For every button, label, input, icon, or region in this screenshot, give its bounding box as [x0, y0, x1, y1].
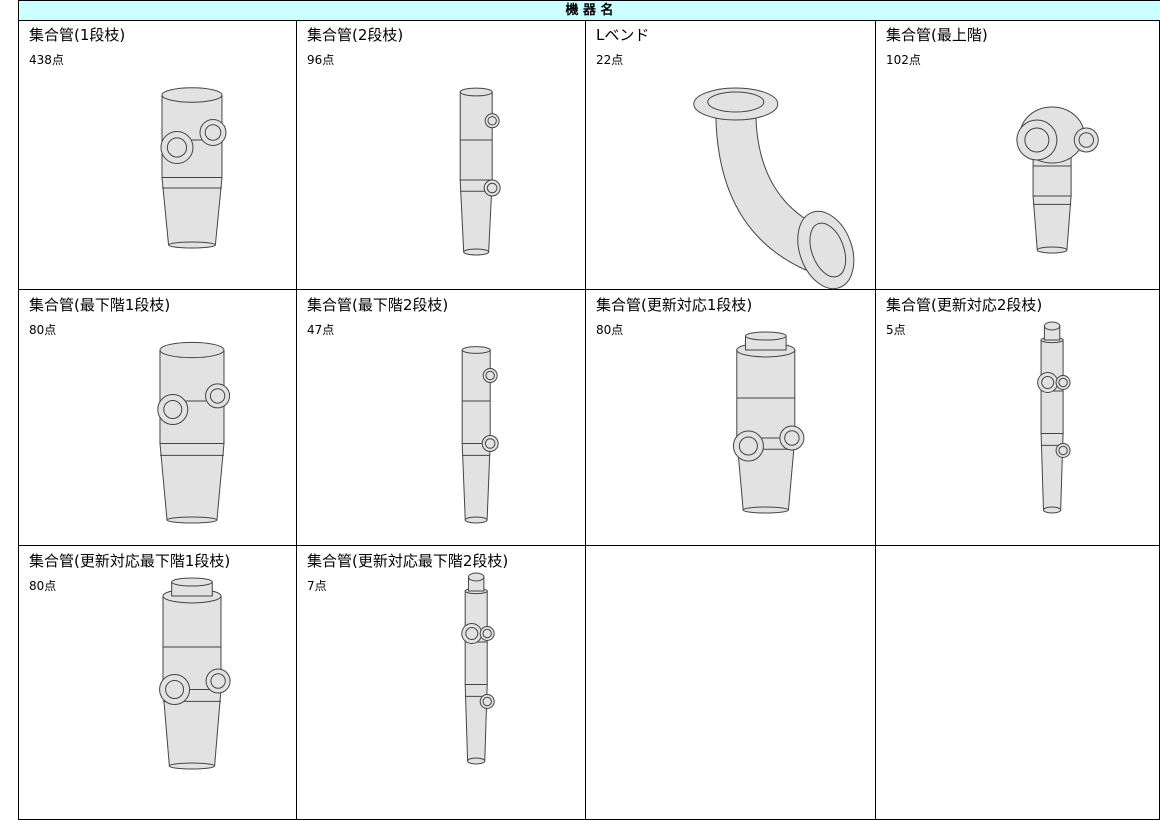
item-cell: 集合管(最下階2段枝) 47点: [297, 290, 586, 546]
item-cell: [586, 546, 876, 820]
item-cell: [876, 546, 1160, 820]
item-cell: 集合管(更新対応最下階2段枝) 7点: [297, 546, 586, 820]
item-illustration: [1016, 106, 1099, 254]
item-cell: 集合管(最下階1段枝) 80点: [18, 290, 297, 546]
equipment-table: 機 器 名 集合管(1段枝) 438点 集合管(2段枝) 96点 Lベンド 22点 集合管(…: [18, 0, 1160, 820]
item-count: 80点: [29, 579, 57, 593]
item-cell: 集合管(1段枝) 438点: [18, 20, 297, 290]
item-name: 集合管(1段枝): [29, 26, 126, 44]
item-name: 集合管(更新対応最下階1段枝): [29, 552, 231, 570]
item-illustration: [461, 572, 495, 765]
item-illustration: [459, 87, 501, 256]
item-count: 438点: [29, 53, 64, 67]
item-count: 80点: [596, 323, 624, 337]
item-illustration: [159, 577, 231, 770]
item-illustration: [157, 341, 231, 524]
item-cell: 集合管(更新対応最下階1段枝) 80点: [18, 546, 297, 820]
item-count: 22点: [596, 53, 624, 67]
item-count: 80点: [29, 323, 57, 337]
item-name: 集合管(更新対応2段枝): [886, 296, 1043, 314]
item-count: 102点: [886, 53, 921, 67]
item-count: 7点: [307, 579, 327, 593]
item-name: 集合管(更新対応1段枝): [596, 296, 753, 314]
item-count: 5点: [886, 323, 906, 337]
item-illustration: [160, 87, 227, 249]
item-cell: 集合管(最上階) 102点: [876, 20, 1160, 290]
item-cell: Lベンド 22点: [586, 20, 876, 290]
item-name: 集合管(最上階): [886, 26, 988, 44]
item-illustration: [1037, 321, 1071, 514]
item-name: Lベンド: [596, 26, 650, 44]
item-cell: 集合管(2段枝) 96点: [297, 20, 586, 290]
item-name: 集合管(2段枝): [307, 26, 404, 44]
item-cell: 集合管(更新対応1段枝) 80点: [586, 290, 876, 546]
item-cell: 集合管(更新対応2段枝) 5点: [876, 290, 1160, 546]
item-name: 集合管(最下階1段枝): [29, 296, 171, 314]
item-illustration: [732, 331, 805, 514]
item-count: 96点: [307, 53, 335, 67]
item-name: 集合管(最下階2段枝): [307, 296, 449, 314]
item-illustration: [461, 346, 499, 524]
item-count: 47点: [307, 323, 335, 337]
item-name: 集合管(更新対応最下階2段枝): [307, 552, 509, 570]
table-header: 機 器 名: [18, 0, 1160, 21]
page: 機 器 名 集合管(1段枝) 438点 集合管(2段枝) 96点 Lベンド 22点 集合管(…: [18, 0, 1160, 820]
item-illustration: [693, 87, 855, 290]
